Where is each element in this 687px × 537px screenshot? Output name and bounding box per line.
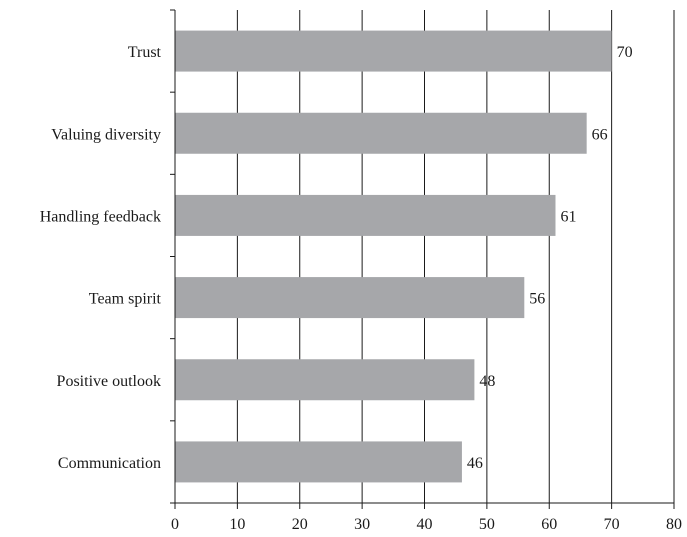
x-tick-label: 0 (171, 516, 179, 533)
category-label: Valuing diversity (51, 126, 161, 143)
axes (170, 9, 675, 509)
category-label: Trust (128, 44, 162, 61)
data-label: 70 (617, 44, 633, 61)
bar-valuing-diversity (175, 112, 587, 154)
x-tick-label: 80 (666, 516, 682, 533)
labels: 70 Trust 66 Valuing diversity 61 Handling fee… (40, 44, 682, 533)
x-tick-label: 30 (354, 516, 370, 533)
data-label: 61 (560, 208, 576, 225)
data-label: 46 (467, 455, 483, 472)
x-tick-label: 10 (229, 516, 245, 533)
x-tick-label: 50 (479, 516, 495, 533)
bar-positive-outlook (175, 359, 475, 401)
category-label: Team spirit (89, 291, 162, 308)
x-tick-label: 70 (604, 516, 620, 533)
bar-trust (175, 30, 612, 72)
bar-communication (175, 441, 462, 483)
category-label: Handling feedback (40, 208, 161, 225)
data-label: 66 (592, 126, 608, 143)
bar-team-spirit (175, 277, 525, 319)
x-tick-label: 60 (541, 516, 557, 533)
data-label: 48 (479, 373, 495, 390)
category-label: Communication (58, 455, 161, 472)
bars (175, 30, 612, 483)
bar-handling-feedback (175, 194, 556, 236)
category-label: Positive outlook (57, 373, 161, 390)
x-tick-label: 20 (292, 516, 308, 533)
x-tick-label: 40 (417, 516, 433, 533)
gridlines (236, 10, 675, 503)
data-label: 56 (529, 291, 545, 308)
